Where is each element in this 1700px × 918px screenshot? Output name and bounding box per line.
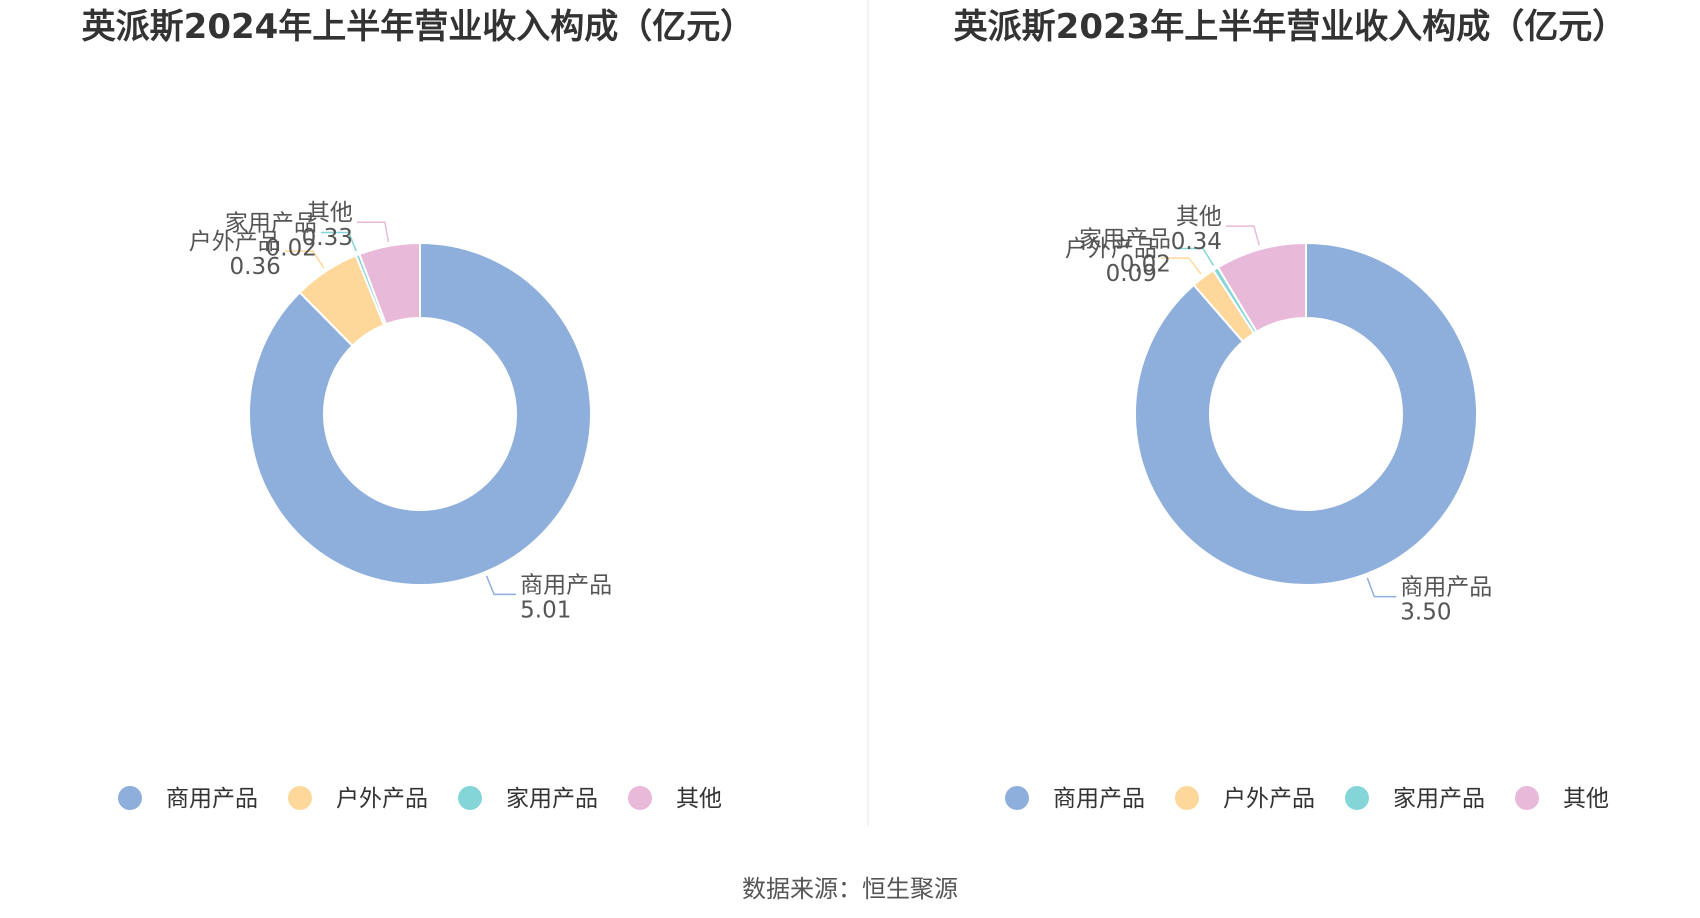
chart-title-2023: 英派斯2023年上半年营业收入构成（亿元）: [954, 7, 1627, 47]
slice-label-value: 0.02: [266, 235, 317, 261]
legend-label[interactable]: 户外产品: [1223, 786, 1315, 812]
legend-label[interactable]: 其他: [676, 786, 722, 812]
legend-2024[interactable]: 商用产品 户外产品 家用产品 其他: [118, 786, 722, 812]
slice-label-value: 0.36: [230, 254, 281, 280]
slice-label-name: 户外产品: [189, 229, 281, 255]
label-leader-line: [356, 221, 390, 243]
label-leader-line: [1160, 257, 1202, 275]
legend-marker[interactable]: [1005, 786, 1029, 810]
legend-marker[interactable]: [1175, 786, 1199, 810]
label-leader-line: [1174, 247, 1215, 266]
slice-label-name: 家用产品: [1079, 226, 1171, 252]
legend-2023[interactable]: 商用产品 户外产品 家用产品 其他: [1005, 786, 1609, 812]
label-leader-line: [1225, 225, 1260, 246]
legend-label[interactable]: 商用产品: [166, 786, 258, 812]
legend-label[interactable]: 商用产品: [1053, 786, 1145, 812]
legend-marker[interactable]: [288, 786, 312, 810]
data-source: 数据来源：恒生聚源: [742, 875, 958, 903]
legend-label[interactable]: 其他: [1563, 786, 1609, 812]
slice-label-name: 家用产品: [225, 210, 317, 236]
pie-slice-1[interactable]: [1134, 241, 1478, 586]
label-leader-line: [1366, 577, 1397, 598]
label-leader-line: [320, 231, 357, 252]
legend-label[interactable]: 家用产品: [506, 786, 598, 812]
slice-label-value: 3.50: [1400, 600, 1451, 626]
chart-title-2024: 英派斯2024年上半年营业收入构成（亿元）: [82, 7, 755, 47]
legend-marker[interactable]: [1345, 786, 1369, 810]
slice-label-name: 其他: [1176, 204, 1222, 230]
slice-label-name: 户外产品: [1065, 236, 1157, 262]
legend-label[interactable]: 户外产品: [336, 786, 428, 812]
legend-marker[interactable]: [1515, 786, 1539, 810]
slice-label-value: 0.33: [302, 225, 353, 251]
legend-marker[interactable]: [628, 786, 652, 810]
label-leader-line: [284, 250, 325, 269]
label-leader-line: [485, 575, 517, 596]
slice-label-value: 5.01: [520, 597, 571, 623]
slice-label-value: 0.02: [1120, 251, 1171, 277]
slice-label-value: 0.09: [1106, 261, 1157, 287]
pie-slice-4[interactable]: [1216, 241, 1307, 334]
pie-slice-4[interactable]: [358, 241, 421, 326]
slice-label-name: 其他: [307, 200, 353, 226]
legend-marker[interactable]: [118, 786, 142, 810]
slice-label-name: 商用产品: [1400, 575, 1492, 601]
legend-label[interactable]: 家用产品: [1393, 786, 1485, 812]
slice-label-value: 0.34: [1171, 229, 1222, 255]
legend-marker[interactable]: [458, 786, 482, 810]
slice-label-name: 商用产品: [520, 572, 612, 598]
